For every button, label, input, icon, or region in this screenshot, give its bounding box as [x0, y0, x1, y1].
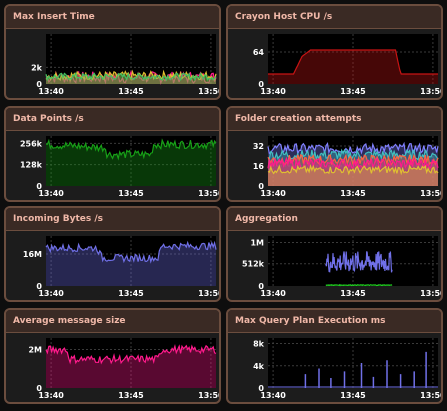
series-area — [46, 242, 216, 286]
x-tick-label: 13:45 — [118, 391, 144, 400]
y-tick-label: 0 — [258, 282, 264, 291]
y-tick-label: 64 — [253, 48, 265, 57]
average-message-size-chart: 0 2M 13:40 13:45 13:50 — [28, 338, 219, 400]
y-tick-label: 0 — [36, 384, 42, 393]
series-line — [45, 69, 217, 85]
y-tick-label: 32 — [253, 142, 264, 151]
panel-title: Aggregation — [228, 208, 441, 231]
folder-creation-panel: Folder creation attempts 0 16 32 13:40 13:45 1… — [226, 106, 443, 202]
aggregation-chart: 0 512k 1M 13:40 13:45 13:50 — [242, 236, 441, 298]
panel-title: Average message size — [6, 310, 219, 333]
x-tick-label: 13:50 — [420, 289, 441, 298]
query-plan-execution-chart: 0 4k 8k 13:40 13:45 13:50 — [253, 338, 441, 400]
x-tick-label: 13:40 — [38, 87, 64, 96]
x-tick-label: 13:50 — [198, 87, 219, 96]
x-tick-label: 13:45 — [118, 189, 144, 198]
x-tick-label: 13:50 — [420, 189, 441, 198]
series-line — [45, 138, 217, 161]
y-tick-label: 512k — [242, 260, 265, 269]
x-tick-label: 13:40 — [38, 391, 64, 400]
panel-title: Folder creation attempts — [228, 108, 441, 131]
incoming-bytes-chart: 0 16M 13:40 13:45 13:50 — [23, 236, 219, 298]
x-tick-label: 13:45 — [118, 289, 144, 298]
x-tick-label: 13:50 — [198, 391, 219, 400]
panel-title: Max Insert Time — [6, 6, 219, 29]
crayon-host-cpu-chart: 0 64 13:40 13:45 13:50 — [253, 34, 441, 96]
data-points-panel: Data Points /s 0 128k 256k 13:40 13:45 13:50 — [4, 106, 221, 202]
series-line — [45, 71, 217, 82]
series-line — [45, 343, 217, 365]
max-insert-time-chart: 0 2k 13:40 13:45 13:50 — [31, 34, 219, 96]
x-tick-label: 13:45 — [340, 189, 366, 198]
data-points-chart: 0 128k 256k 13:40 13:45 13:50 — [20, 136, 219, 198]
x-tick-label: 13:45 — [340, 289, 366, 298]
series-area — [46, 140, 216, 186]
y-tick-label: 0 — [36, 282, 42, 291]
incoming-bytes-panel: Incoming Bytes /s 0 16M 13:40 13:45 13:50 — [4, 206, 221, 302]
average-message-size-panel: Average message size 0 2M 13:40 13:45 13:50 — [4, 308, 221, 404]
x-tick-label: 13:50 — [198, 189, 219, 198]
y-tick-label: 0 — [258, 182, 264, 191]
x-tick-label: 13:40 — [38, 289, 64, 298]
aggregation-panel: Aggregation 0 512k 1M 13:40 13:45 13:50 — [226, 206, 443, 302]
panel-title: Data Points /s — [6, 108, 219, 131]
series-line — [45, 240, 217, 264]
series-area — [268, 50, 438, 84]
y-tick-label: 16M — [23, 250, 42, 259]
x-tick-label: 13:50 — [420, 391, 441, 400]
y-tick-label: 128k — [20, 161, 43, 170]
y-tick-label: 0 — [258, 384, 264, 393]
y-tick-label: 0 — [36, 80, 42, 89]
y-tick-label: 2k — [31, 63, 43, 72]
panel-title: Incoming Bytes /s — [6, 208, 219, 231]
series-line — [267, 148, 439, 162]
y-tick-label: 2M — [28, 346, 42, 355]
y-tick-label: 256k — [20, 139, 43, 148]
panel-title: Max Query Plan Execution ms — [228, 310, 441, 333]
series-line — [325, 283, 393, 287]
series-area — [268, 166, 438, 186]
y-tick-label: 8k — [253, 340, 265, 349]
series-line — [268, 49, 438, 75]
panel-title: Crayon Host CPU /s — [228, 6, 441, 29]
series-area — [46, 345, 216, 388]
y-tick-label: 0 — [258, 80, 264, 89]
x-tick-label: 13:50 — [198, 289, 219, 298]
x-tick-label: 13:50 — [420, 87, 441, 96]
query-plan-execution-panel: Max Query Plan Execution ms 0 4k 8k 13:40 13:… — [226, 308, 443, 404]
x-tick-label: 13:45 — [340, 391, 366, 400]
x-tick-label: 13:40 — [260, 87, 286, 96]
series-line — [325, 251, 393, 273]
x-tick-label: 13:40 — [260, 289, 286, 298]
series-line — [267, 164, 439, 176]
crayon-host-cpu-panel: Crayon Host CPU /s 0 64 13:40 13:45 13:50 — [226, 4, 443, 100]
x-tick-label: 13:40 — [38, 189, 64, 198]
x-tick-label: 13:40 — [260, 391, 286, 400]
x-tick-label: 13:45 — [340, 87, 366, 96]
y-tick-label: 0 — [36, 182, 42, 191]
y-tick-label: 4k — [253, 362, 265, 371]
folder-creation-chart: 0 16 32 13:40 13:45 13:50 — [253, 136, 441, 198]
max-insert-time-panel: Max Insert Time 0 2k 13:40 13:45 13:50 — [4, 4, 221, 100]
x-tick-label: 13:40 — [260, 189, 286, 198]
y-tick-label: 16 — [253, 162, 265, 171]
series-line — [267, 141, 439, 156]
x-tick-label: 13:45 — [118, 87, 144, 96]
y-tick-label: 1M — [250, 239, 264, 248]
